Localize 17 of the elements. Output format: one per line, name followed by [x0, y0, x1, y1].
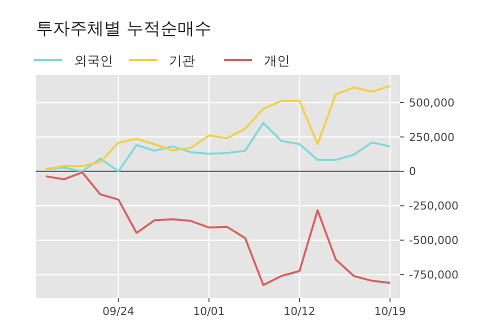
x-tick-label: 09/24	[102, 305, 134, 318]
line-series	[44, 84, 392, 170]
x-tick-label: 10/01	[193, 305, 225, 318]
legend-label: 개인	[264, 54, 290, 69]
y-tick-label: 0	[409, 165, 416, 178]
line-series	[44, 122, 392, 172]
legend-label: 외국인	[74, 54, 113, 69]
y-tick-label: -500,000	[409, 234, 458, 248]
legend-label: 기관	[169, 54, 195, 69]
x-tick-label: 10/19	[374, 305, 406, 318]
chart-title: 투자주체별 누적순매수	[36, 19, 212, 39]
y-tick-label: -750,000	[409, 268, 458, 282]
x-tick-label: 10/12	[284, 305, 316, 318]
y-tick-label: 500,000	[409, 96, 454, 110]
line-series	[44, 171, 392, 286]
y-tick-label: 250,000	[409, 130, 454, 144]
y-tick-label: -250,000	[409, 200, 458, 213]
